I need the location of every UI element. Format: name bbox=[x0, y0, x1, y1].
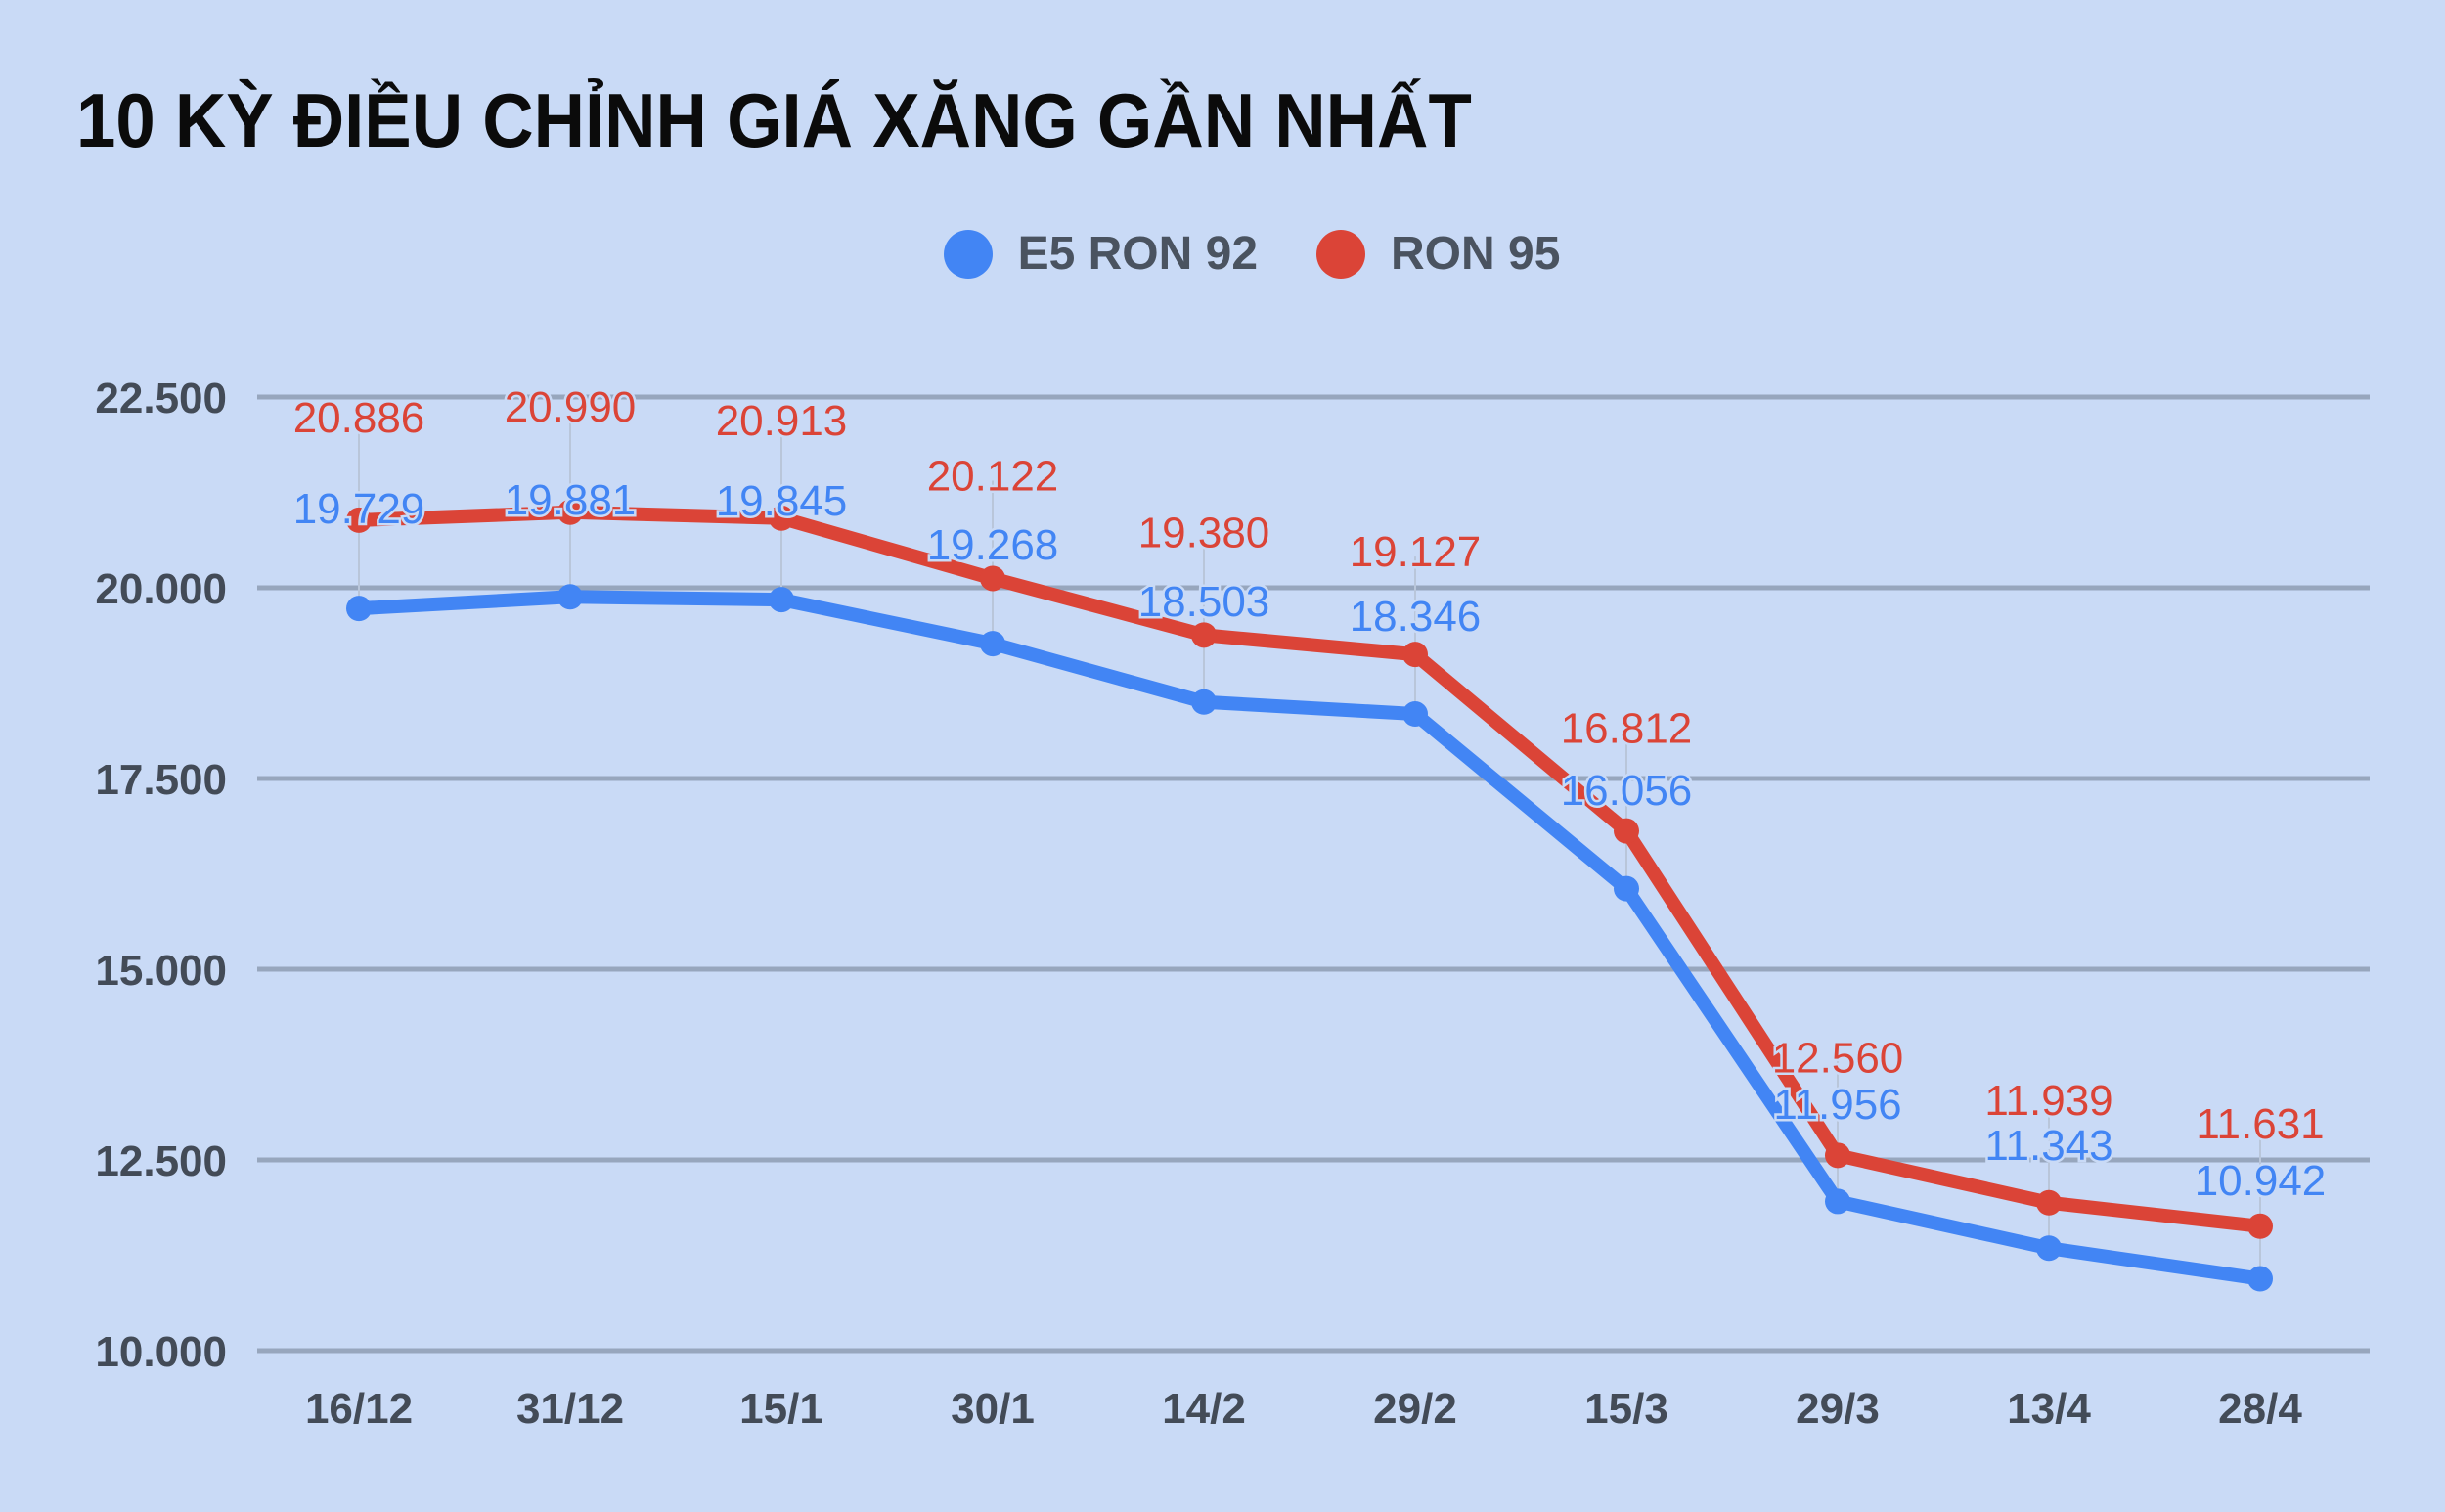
data-point bbox=[1402, 701, 1428, 728]
x-tick-label: 31/12 bbox=[516, 1385, 624, 1433]
data-point bbox=[557, 584, 583, 610]
y-tick-label: 12.500 bbox=[95, 1137, 227, 1185]
data-label-ron95: 20.886 bbox=[293, 394, 425, 442]
series-line bbox=[358, 505, 2261, 1233]
legend-label: RON 95 bbox=[1391, 228, 1561, 280]
y-tick-label: 10.000 bbox=[95, 1328, 227, 1376]
data-label-e5-ron92: 16.056 bbox=[1561, 767, 1693, 815]
data-label-ron95: 16.812 bbox=[1561, 705, 1693, 753]
data-label-e5-ron92: 19.845 bbox=[716, 477, 848, 525]
legend-item-ron95: RON 95 bbox=[1316, 227, 1560, 281]
label-leader-lines bbox=[358, 414, 2261, 1279]
data-point bbox=[1191, 689, 1217, 715]
legend-label: E5 RON 92 bbox=[1017, 228, 1259, 280]
data-point bbox=[346, 596, 372, 622]
data-point bbox=[1614, 818, 1639, 844]
x-tick-label: 15/1 bbox=[739, 1385, 823, 1433]
data-label-ron95: 11.631 bbox=[2196, 1100, 2324, 1148]
x-tick-label: 16/12 bbox=[305, 1385, 413, 1433]
data-label-ron95: 20.122 bbox=[927, 452, 1059, 500]
gridlines bbox=[257, 394, 2370, 1354]
data-point bbox=[2036, 1189, 2062, 1216]
data-point bbox=[980, 631, 1005, 657]
data-label-e5-ron92: 18.346 bbox=[1350, 593, 1482, 641]
data-label-e5-ron92: 18.503 bbox=[1138, 578, 1270, 626]
data-point bbox=[2036, 1235, 2062, 1262]
y-axis: 10.000 12.500 15.000 17.500 20.000 22.500 bbox=[95, 375, 227, 1376]
y-tick-label: 22.500 bbox=[95, 375, 227, 422]
x-tick-label: 15/3 bbox=[1584, 1385, 1668, 1433]
data-point bbox=[557, 499, 583, 525]
data-point bbox=[1825, 1142, 1850, 1169]
data-point bbox=[2247, 1266, 2273, 1292]
data-labels: 20.886 20.990 20.913 20.122 19.380 19.127 16.8… bbox=[290, 380, 2329, 1207]
data-point bbox=[1191, 622, 1217, 648]
data-label-e5-ron92: 10.942 bbox=[2195, 1157, 2327, 1205]
data-point bbox=[2247, 1213, 2273, 1239]
data-label-ron95: 20.990 bbox=[505, 383, 637, 431]
legend-dot-icon bbox=[1316, 229, 1366, 279]
data-label-e5-ron92: 19.729 bbox=[293, 485, 425, 533]
series-lines bbox=[346, 499, 2273, 1292]
data-label-ron95: 19.380 bbox=[1138, 509, 1270, 556]
data-label-ron95: 19.127 bbox=[1350, 528, 1482, 576]
data-point bbox=[346, 507, 372, 533]
legend-item-e5-ron92: E5 RON 92 bbox=[943, 227, 1259, 281]
data-label-e5-ron92: 19.268 bbox=[927, 521, 1059, 569]
x-tick-label: 13/4 bbox=[2007, 1385, 2091, 1433]
data-label-ron95: 20.913 bbox=[716, 397, 848, 445]
x-tick-label: 29/2 bbox=[1373, 1385, 1457, 1433]
data-label-ron95: 12.560 bbox=[1772, 1034, 1904, 1082]
data-label-e5-ron92: 11.343 bbox=[1984, 1122, 2112, 1170]
data-label-ron95: 11.939 bbox=[1984, 1077, 2112, 1125]
data-point bbox=[1825, 1188, 1850, 1215]
data-point bbox=[1402, 642, 1428, 668]
x-axis: 16/12 31/12 15/1 30/1 14/2 29/2 15/3 29/3 13/4 28… bbox=[305, 1385, 2302, 1433]
x-tick-label: 28/4 bbox=[2218, 1385, 2302, 1433]
x-tick-label: 14/2 bbox=[1162, 1385, 1246, 1433]
data-point bbox=[769, 587, 794, 613]
series-line bbox=[358, 590, 2262, 1286]
data-point bbox=[1614, 875, 1639, 902]
y-tick-label: 20.000 bbox=[95, 565, 227, 613]
legend-dot-icon bbox=[943, 229, 993, 279]
data-label-e5-ron92: 19.881 bbox=[505, 476, 637, 524]
data-label-e5-ron92: 11.956 bbox=[1773, 1081, 1901, 1129]
data-point bbox=[769, 505, 794, 531]
legend: E5 RON 92 RON 95 bbox=[0, 227, 2445, 281]
y-tick-label: 15.000 bbox=[95, 947, 227, 995]
chart-title: 10 KỲ ĐIỀU CHỈNH GIÁ XĂNG GẦN NHẤT bbox=[76, 77, 1472, 163]
y-tick-label: 17.500 bbox=[95, 756, 227, 804]
x-tick-label: 29/3 bbox=[1796, 1385, 1880, 1433]
x-tick-label: 30/1 bbox=[951, 1385, 1035, 1433]
data-point bbox=[980, 565, 1005, 592]
